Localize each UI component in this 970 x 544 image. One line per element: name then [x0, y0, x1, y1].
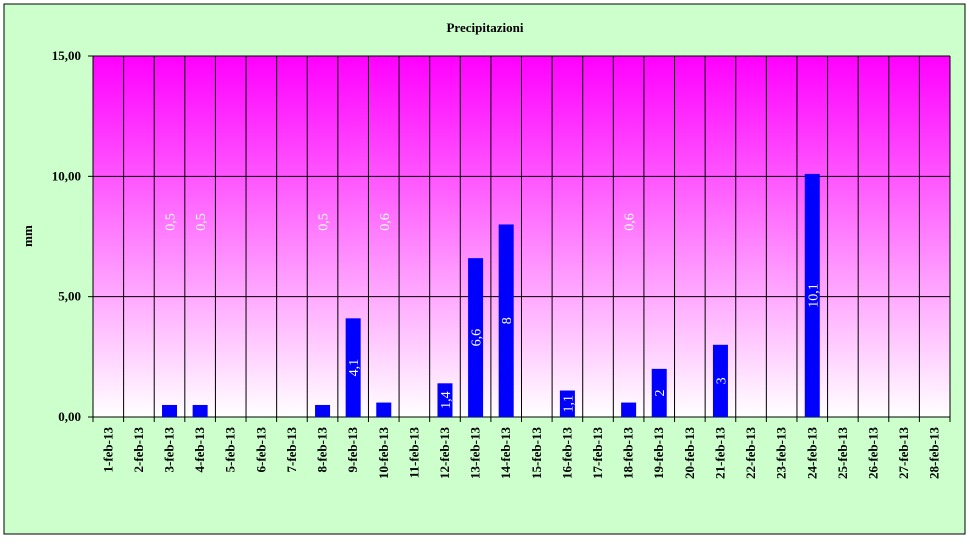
x-tick-label: 28-feb-13	[927, 427, 942, 479]
x-tick-label: 14-feb-13	[498, 427, 513, 479]
bar	[804, 173, 820, 417]
y-tick-label: 5,00	[58, 289, 81, 304]
bar	[315, 404, 331, 417]
data-label: 0,6	[378, 213, 393, 231]
x-tick-label: 1-feb-13	[100, 427, 115, 473]
bar	[498, 224, 514, 417]
data-label: 2	[653, 389, 668, 396]
x-tick-label: 5-feb-13	[223, 427, 238, 473]
data-label: 3	[714, 377, 729, 384]
x-tick-label: 22-feb-13	[743, 427, 758, 479]
x-tick-label: 19-feb-13	[651, 427, 666, 479]
chart-title: Precipitazioni	[446, 20, 523, 35]
x-tick-label: 20-feb-13	[682, 427, 697, 479]
y-tick-label: 10,00	[52, 168, 81, 183]
data-label: 1,4	[439, 391, 454, 409]
bar	[621, 402, 637, 417]
bar	[192, 404, 208, 417]
x-tick-label: 13-feb-13	[468, 427, 483, 479]
y-tick-label: 15,00	[52, 48, 81, 63]
x-tick-label: 23-feb-13	[774, 427, 789, 479]
x-tick-label: 8-feb-13	[315, 427, 330, 473]
y-tick-label: 0,00	[58, 409, 81, 424]
x-tick-label: 27-feb-13	[896, 427, 911, 479]
y-axis-label: mm	[20, 225, 35, 247]
x-tick-label: 26-feb-13	[865, 427, 880, 479]
bar	[468, 258, 484, 417]
data-label: 0,5	[164, 213, 179, 231]
data-label: 1,1	[561, 395, 576, 413]
x-tick-label: 6-feb-13	[253, 427, 268, 473]
data-label: 0,5	[194, 213, 209, 231]
x-tick-label: 18-feb-13	[621, 427, 636, 479]
x-tick-label: 10-feb-13	[376, 427, 391, 479]
x-tick-label: 2-feb-13	[131, 427, 146, 473]
bar	[559, 390, 575, 417]
data-label: 8	[500, 317, 515, 324]
x-tick-label: 4-feb-13	[192, 427, 207, 473]
x-tick-label: 16-feb-13	[559, 427, 574, 479]
bar	[376, 402, 392, 417]
data-label: 0,5	[317, 213, 332, 231]
data-label: 10,1	[806, 283, 821, 308]
x-tick-label: 15-feb-13	[529, 427, 544, 479]
bar	[162, 404, 178, 417]
x-tick-label: 12-feb-13	[437, 427, 452, 479]
data-label: 4,1	[347, 359, 362, 377]
bar	[437, 383, 453, 417]
x-tick-label: 17-feb-13	[590, 427, 605, 479]
data-label: 0,6	[623, 213, 638, 231]
x-tick-label: 7-feb-13	[284, 427, 299, 473]
bar	[345, 318, 361, 417]
x-tick-label: 24-feb-13	[804, 427, 819, 479]
x-tick-label: 9-feb-13	[345, 427, 360, 473]
data-label: 6,6	[470, 329, 485, 347]
x-tick-label: 11-feb-13	[406, 427, 421, 479]
x-tick-label: 25-feb-13	[835, 427, 850, 479]
bar	[651, 368, 667, 417]
x-tick-label: 21-feb-13	[712, 427, 727, 479]
bar	[712, 344, 728, 417]
x-tick-label: 3-feb-13	[162, 427, 177, 473]
